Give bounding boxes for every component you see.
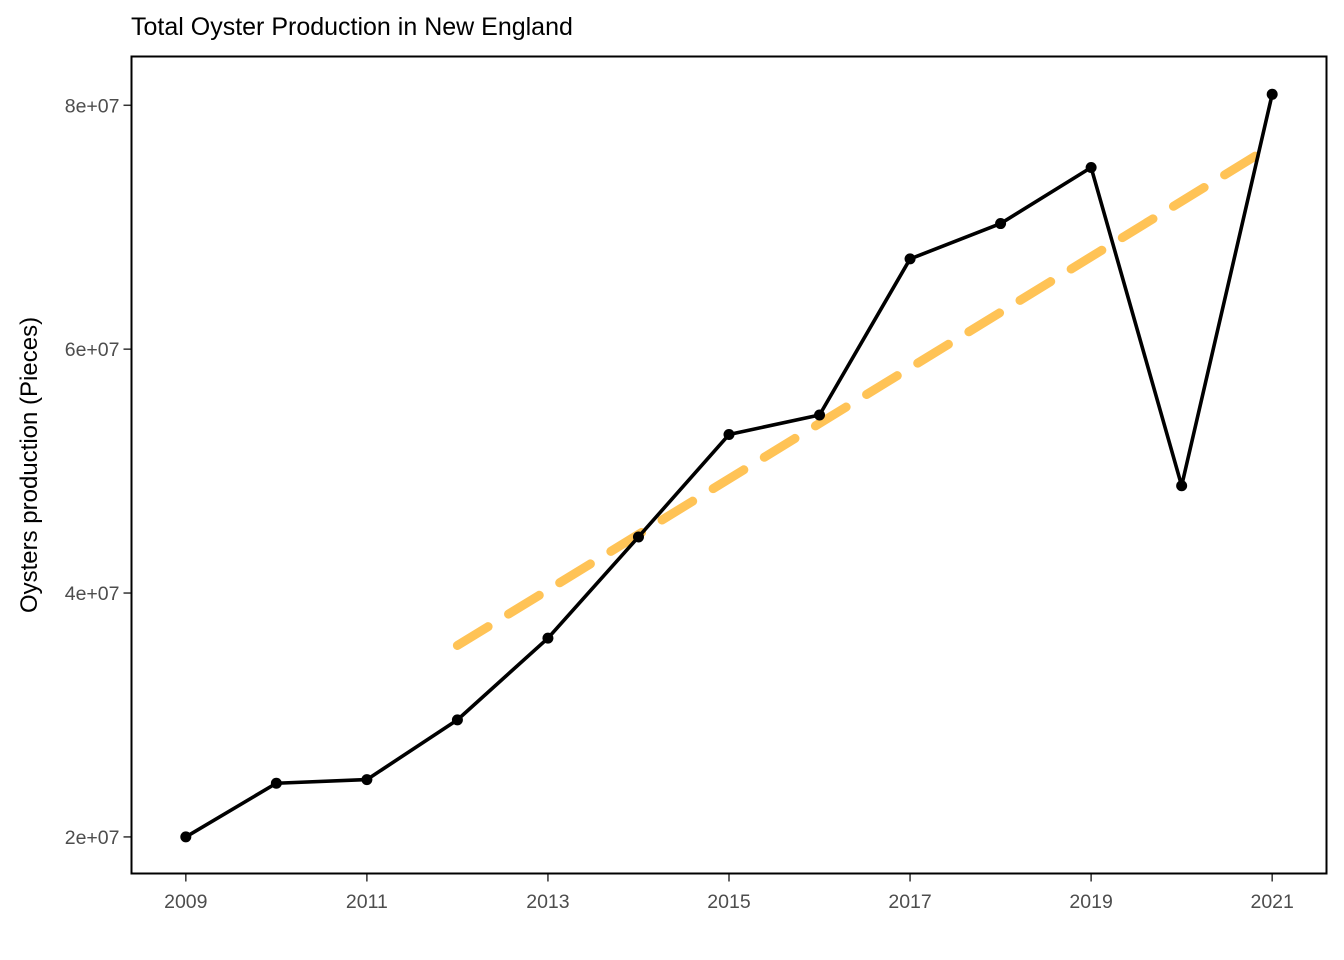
data-point <box>632 531 644 543</box>
y-tick-label: 2e+07 <box>65 827 120 849</box>
y-axis-title: Oysters production (Pieces) <box>16 317 43 613</box>
plot-border <box>130 55 1328 875</box>
x-tick-label: 2017 <box>888 891 931 913</box>
y-tick-label: 4e+07 <box>65 583 120 605</box>
data-point <box>1266 88 1278 100</box>
x-tick-label: 2009 <box>164 891 207 913</box>
data-point <box>1085 161 1097 173</box>
y-tick-label: 6e+07 <box>65 339 120 361</box>
x-tick-label: 2019 <box>1069 891 1112 913</box>
y-axis: 2e+07 4e+07 6e+07 8e+07 <box>65 95 131 849</box>
x-tick-label: 2021 <box>1250 891 1293 913</box>
data-point <box>904 253 916 265</box>
data-point <box>723 429 735 441</box>
data-point <box>451 714 463 726</box>
x-axis: 2009 2011 2013 2015 2017 2019 2021 <box>164 874 1294 913</box>
chart-title: Total Oyster Production in New England <box>131 13 573 41</box>
data-point <box>542 632 554 644</box>
x-tick-label: 2011 <box>346 891 388 913</box>
data-point <box>270 777 282 789</box>
data-point <box>1176 480 1188 492</box>
x-tick-label: 2013 <box>526 891 569 913</box>
x-tick-label: 2015 <box>707 891 751 913</box>
trend-line <box>452 149 1264 650</box>
data-point <box>361 774 373 786</box>
y-tick-label: 8e+07 <box>65 95 120 117</box>
plot-area <box>180 88 1278 843</box>
data-point <box>995 218 1007 230</box>
data-point <box>814 409 826 421</box>
data-point <box>180 831 192 843</box>
